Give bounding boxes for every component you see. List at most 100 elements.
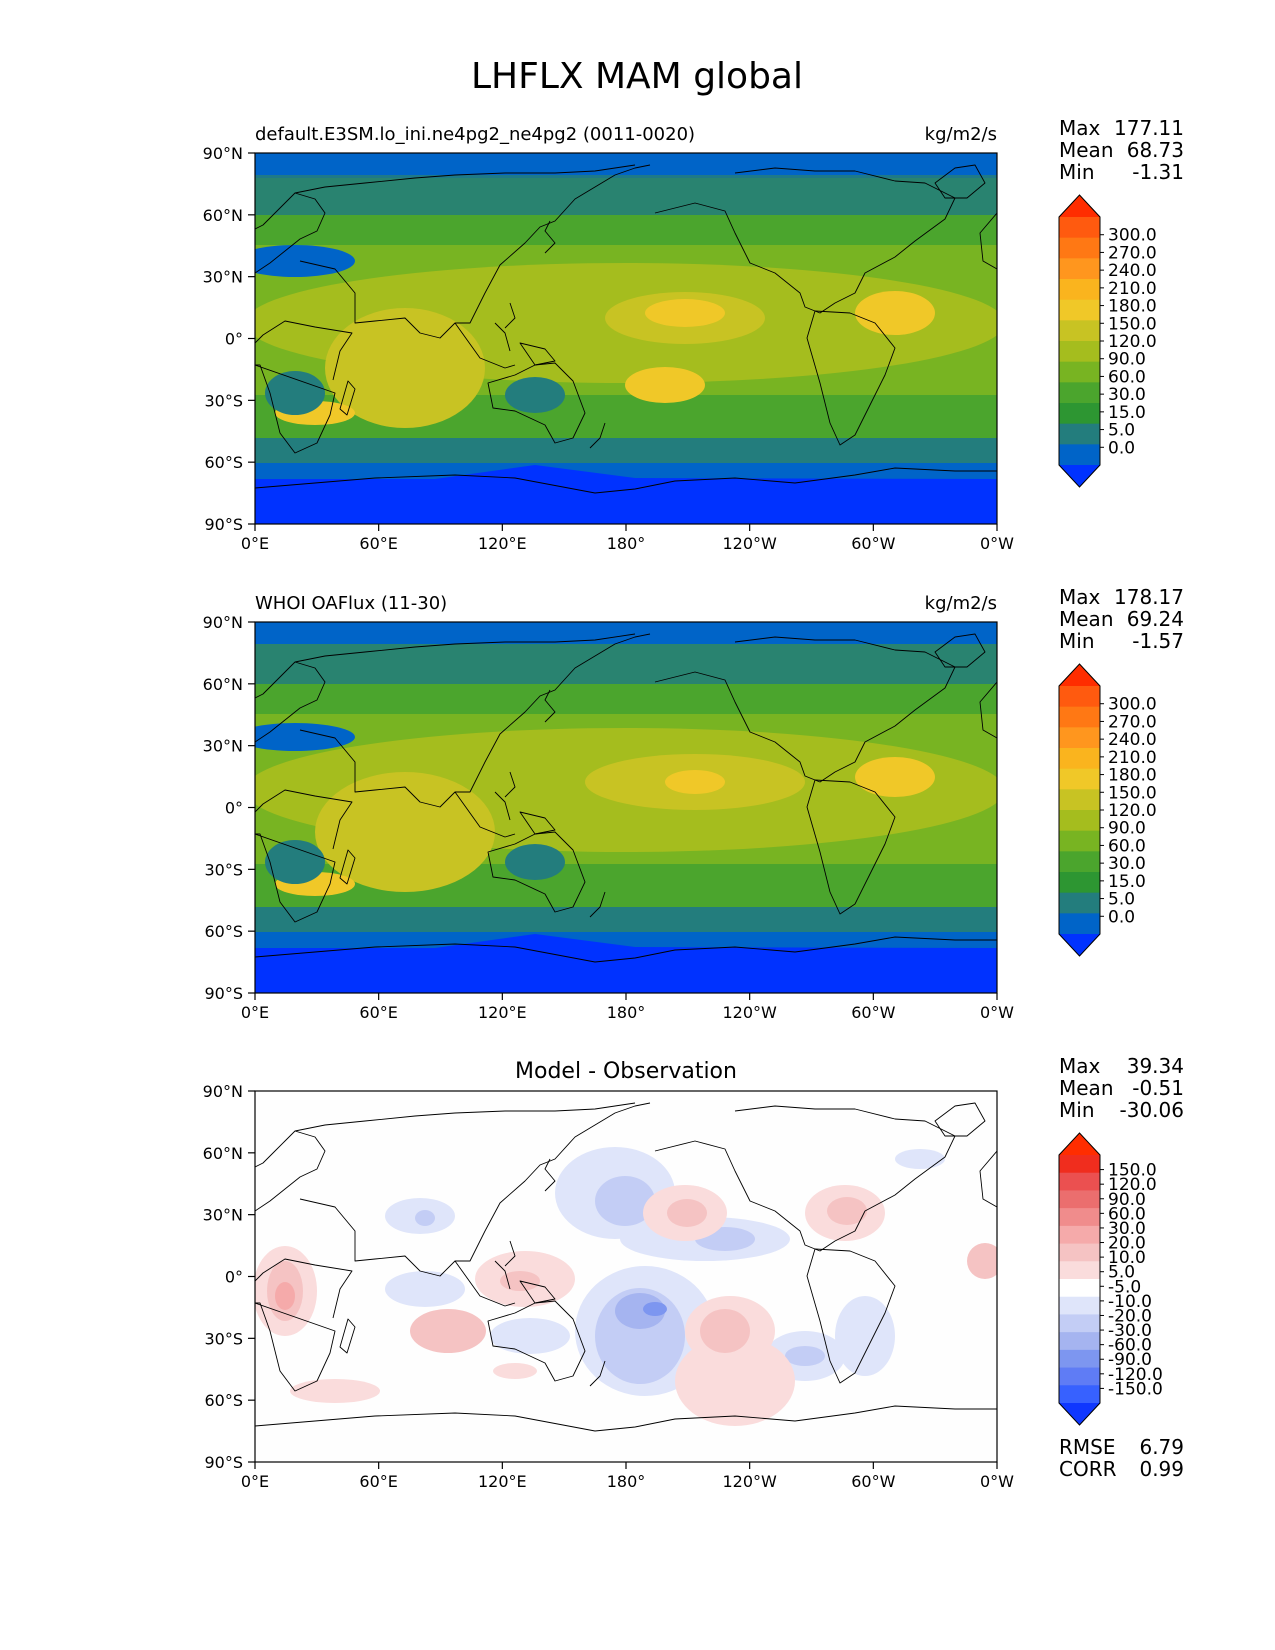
colorbar-bin	[1059, 361, 1100, 383]
colorbar-bin	[1059, 341, 1100, 363]
colorbar-tick-label: 90.0	[1108, 1190, 1146, 1210]
stat-min-label: Min	[1059, 629, 1095, 653]
panel-diff-lat-axis: 90°N 60°N 30°N 0° 30°S 60°S 90°S	[203, 1082, 255, 1472]
stat-rmse-value: 6.79	[1139, 1435, 1184, 1459]
lat-tick-label: 30°S	[204, 860, 243, 879]
colorbar-bin	[1059, 913, 1100, 935]
lon-tick-label: 60°E	[359, 1472, 397, 1491]
colorbar-tick-label: 270.0	[1108, 712, 1157, 732]
lon-tick-label: 120°E	[478, 1003, 527, 1022]
panel-model-lat-axis: 90°N 60°N 30°N 0° 30°S 60°S 90°S	[203, 144, 255, 534]
colorbar-bin	[1059, 1225, 1100, 1245]
lat-tick-label: 90°N	[203, 1082, 243, 1101]
colorbar-tick-label: 10.0	[1108, 1248, 1146, 1268]
colorbar-bin	[1059, 1279, 1100, 1298]
colorbar-tick-label: 30.0	[1108, 854, 1146, 874]
lon-tick-label: 120°E	[478, 1472, 527, 1491]
colorbar-bin	[1059, 830, 1100, 852]
lat-tick-label: 90°S	[204, 1453, 243, 1472]
lon-tick-label: 180°	[607, 534, 646, 553]
panel-obs-colorbar: 300.0270.0240.0210.0180.0150.0120.090.06…	[1058, 663, 1157, 957]
panel-obs-units: kg/m2/s	[925, 593, 997, 614]
stat-rmse-label: RMSE	[1059, 1435, 1115, 1459]
panel-model-units: kg/m2/s	[925, 124, 997, 145]
stat-max-value: 178.17	[1114, 585, 1184, 609]
colorbar-tick-label: 5.0	[1108, 890, 1135, 910]
colorbar-tick-label: 300.0	[1108, 226, 1157, 246]
lon-tick-label: 0°W	[980, 534, 1014, 553]
stat-mean-label: Mean	[1059, 607, 1114, 631]
lon-tick-label: 120°W	[722, 534, 777, 553]
colorbar-tick-label: 150.0	[1108, 1161, 1157, 1181]
colorbar-bin	[1059, 1332, 1100, 1351]
colorbar-bin	[1059, 403, 1100, 425]
panel-model: default.E3SM.lo_ini.ne4pg2_ne4pg2 (0011-…	[203, 124, 1015, 553]
colorbar-bin	[1059, 444, 1100, 466]
stat-mean-value: -0.51	[1132, 1076, 1184, 1100]
colorbar-tick-label: 60.0	[1108, 367, 1146, 387]
lat-tick-label: 90°N	[203, 144, 243, 163]
lon-tick-label: 60°E	[359, 534, 397, 553]
stat-min-label: Min	[1059, 1098, 1095, 1122]
colorbar-bin	[1059, 1385, 1100, 1404]
panel-obs-map	[255, 622, 997, 993]
colorbar-bin	[1059, 382, 1100, 404]
colorbar-outline	[1058, 663, 1101, 957]
lon-tick-label: 60°E	[359, 1003, 397, 1022]
colorbar-tick-label: -90.0	[1108, 1350, 1152, 1370]
stat-mean-value: 68.73	[1127, 138, 1184, 162]
colorbar-tick-label: -10.0	[1108, 1292, 1152, 1312]
stat-max-label: Max	[1059, 116, 1101, 140]
colorbar-bin	[1059, 892, 1100, 914]
stat-mean-label: Mean	[1059, 138, 1114, 162]
colorbar-bin	[1059, 1261, 1100, 1280]
stat-mean-value: 69.24	[1127, 607, 1184, 631]
panel-model-map	[255, 153, 997, 524]
colorbar-tick-label: 150.0	[1108, 314, 1157, 334]
colorbar-bin	[1059, 320, 1100, 342]
lat-tick-label: 0°	[225, 330, 243, 349]
colorbar-tick-label: 5.0	[1108, 421, 1135, 441]
lon-tick-label: 120°W	[722, 1003, 777, 1022]
colorbar-bin	[1059, 810, 1100, 832]
panel-diff: Model - Observation	[203, 1059, 1015, 1491]
stat-min-value: -1.57	[1132, 629, 1184, 653]
colorbar-tick-label: 240.0	[1108, 261, 1157, 281]
colorbar-bin	[1059, 1349, 1100, 1369]
colorbar-bin	[1059, 1314, 1100, 1333]
panel-diff-colorbar: 150.0120.090.060.030.020.010.05.0-5.0-10…	[1058, 1132, 1163, 1426]
colorbar-bin	[1059, 1243, 1100, 1262]
colorbar-bin	[1059, 1367, 1100, 1386]
lon-tick-label: 180°	[607, 1472, 646, 1491]
colorbar-bin	[1059, 279, 1100, 301]
figure-title: LHFLX MAM global	[471, 56, 803, 97]
colorbar-bin	[1059, 748, 1100, 770]
colorbar-outline	[1058, 194, 1101, 488]
colorbar-extend-max	[1059, 664, 1100, 686]
colorbar-tick-label: 30.0	[1108, 385, 1146, 405]
colorbar-bin	[1059, 1296, 1100, 1315]
colorbar-bin	[1059, 217, 1100, 239]
lat-tick-label: 60°N	[203, 675, 243, 694]
lat-tick-label: 0°	[225, 1268, 243, 1287]
lon-tick-label: 60°W	[851, 1003, 895, 1022]
lat-tick-label: 90°S	[204, 984, 243, 1003]
colorbar-bin	[1059, 299, 1100, 321]
panel-diff-lon-axis: 0°E 60°E 120°E 180° 120°W 60°W 0°W	[241, 1462, 1014, 1491]
lon-tick-label: 120°W	[722, 1472, 777, 1491]
colorbar-tick-label: 120.0	[1108, 1175, 1157, 1195]
colorbar-tick-label: 0.0	[1108, 907, 1135, 927]
colorbar-tick-label: 180.0	[1108, 297, 1157, 317]
colorbar-bin	[1059, 851, 1100, 873]
colorbar-tick-label: 300.0	[1108, 695, 1157, 715]
colorbar-tick-label: 210.0	[1108, 748, 1157, 768]
stat-mean-label: Mean	[1059, 1076, 1114, 1100]
stat-corr-label: CORR	[1059, 1457, 1117, 1481]
lat-tick-label: 60°N	[203, 206, 243, 225]
panel-obs-subtitle: WHOI OAFlux (11-30)	[255, 593, 447, 614]
lat-tick-label: 60°S	[204, 453, 243, 472]
panel-diff-stats: Max 39.34 Mean -0.51 Min -30.06 RMSE 6.7…	[1059, 1054, 1184, 1481]
stat-min-value: -30.06	[1120, 1098, 1184, 1122]
colorbar-bin	[1059, 727, 1100, 749]
colorbar-extend-max	[1059, 195, 1100, 217]
